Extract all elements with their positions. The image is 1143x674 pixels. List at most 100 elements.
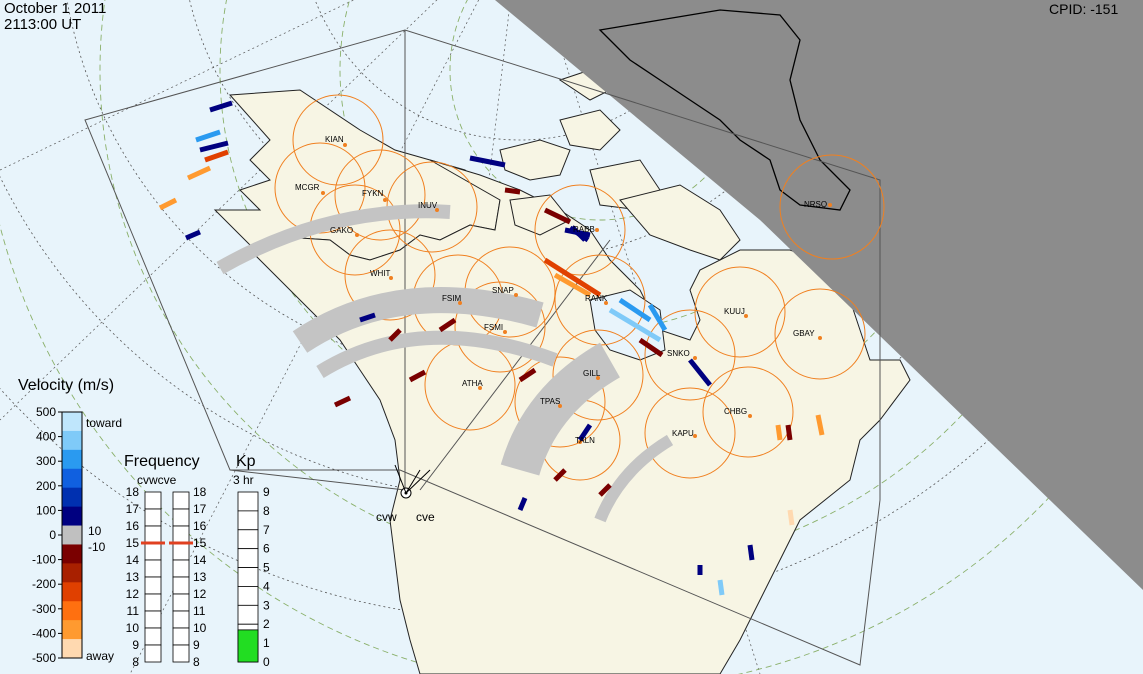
- velocity-color-segment: [62, 468, 82, 489]
- velocity-tick-label: 500: [36, 405, 56, 419]
- velocity-tick-label: -100: [32, 553, 56, 567]
- ground-scatter: [216, 204, 674, 523]
- frequency-cell: [144, 525, 162, 544]
- frequency-cell: [144, 576, 162, 595]
- velocity-tick-label: 200: [36, 479, 56, 493]
- velocity-color-segment: [62, 525, 82, 545]
- frequency-tick-right: 18: [193, 485, 207, 499]
- frequency-cell: [172, 593, 190, 612]
- away-label: away: [86, 649, 114, 663]
- velocity-tick-label: 100: [36, 503, 56, 517]
- velocity-tick-label: 0: [49, 528, 56, 542]
- station-fsim: FSIM: [442, 294, 461, 303]
- frequency-tick-left: 17: [126, 502, 140, 516]
- date-label: October 1 2011: [4, 0, 107, 17]
- station-rank: RANK: [585, 294, 608, 303]
- frequency-tick-right: 15: [193, 536, 207, 550]
- station-labels: KIAN MCGR FYKN INUV GAKO WHIT FSIM SNAP …: [295, 135, 827, 445]
- frequency-cell: [144, 644, 162, 663]
- greenland: [598, 9, 851, 211]
- kp-tick-label: 6: [263, 542, 270, 556]
- frequency-tick-left: 16: [126, 519, 140, 533]
- velocity-color-segment: [62, 506, 82, 527]
- cpid-label: CPID: -151: [1049, 1, 1119, 17]
- frequency-tick-right: 12: [193, 587, 207, 601]
- frequency-cell: [172, 491, 190, 510]
- kp-cell: [237, 567, 259, 587]
- station-rabb: RABB: [573, 225, 595, 234]
- station-tpas: TPAS: [540, 397, 560, 406]
- station-taln: TALN: [575, 436, 595, 445]
- frequency-tick-left: 15: [126, 536, 140, 550]
- velocity-tick-label: 300: [36, 454, 56, 468]
- station-gill: GILL: [583, 369, 601, 378]
- station-snap: SNAP: [492, 286, 514, 295]
- radar-label-cve: cve: [416, 510, 435, 524]
- frequency-tick-left: 9: [132, 638, 139, 652]
- kp-tick-label: 5: [263, 561, 270, 575]
- kp-tick-label: 7: [263, 523, 270, 537]
- frequency-cell: [172, 559, 190, 578]
- kp-cell: [237, 491, 259, 512]
- velocity-tick-label: -300: [32, 602, 56, 616]
- kp-cell: [237, 529, 259, 550]
- toward-label: toward: [86, 416, 122, 430]
- night-region: [495, 0, 1143, 590]
- velocity-vectors: [158, 100, 825, 596]
- velocity-color-segment: [62, 544, 82, 564]
- kp-tick-label: 2: [263, 617, 270, 631]
- velocity-title: Velocity (m/s): [18, 377, 114, 394]
- frequency-cell: [144, 593, 162, 612]
- time-label: 2113:00 UT: [4, 16, 82, 33]
- frequency-tick-right: 11: [193, 604, 206, 618]
- velocity-color-segment: [62, 639, 82, 659]
- velocity-color-segment: [62, 487, 82, 508]
- kp-cell: [237, 586, 259, 606]
- kp-tick-label: 0: [263, 655, 270, 669]
- frequency-gauges: 18 18 17 17 16 16 15 15 14 14 13 13 12 12 11 11 10 10 9 9 8 8: [126, 485, 207, 669]
- frequency-tick-left: 10: [126, 621, 140, 635]
- frequency-tick-right: 8: [193, 655, 200, 669]
- velocity-color-segment: [62, 582, 82, 602]
- velocity-tick-label: -500: [32, 651, 56, 665]
- frequency-cell: [144, 610, 162, 629]
- velocity-color-segment: [62, 620, 82, 640]
- frequency-cell: [144, 627, 162, 646]
- frequency-subtitle: cvwcve: [137, 473, 177, 487]
- frequency-cell: [144, 542, 162, 561]
- frequency-cell: [172, 644, 190, 663]
- frequency-cell: [172, 525, 190, 544]
- frequency-title: Frequency: [124, 453, 200, 470]
- station-fykn: FYKN: [362, 189, 384, 198]
- velocity-tick-label: 400: [36, 430, 56, 444]
- kp-subtitle: 3 hr: [233, 473, 254, 487]
- kp-title: Kp: [236, 453, 256, 470]
- velocity-ticks: 500 400 300 200 100 0 -100 -200 -300 -400 -500: [32, 405, 62, 665]
- kp-cell: [237, 510, 259, 531]
- kp-gauge: 9 8 7 6 5 4 3 2 1 0: [237, 485, 270, 669]
- velocity-color-segment: [62, 430, 82, 451]
- station-kapu: KAPU: [672, 429, 694, 438]
- frequency-tick-left: 13: [126, 570, 140, 584]
- station-kian: KIAN: [325, 135, 344, 144]
- kp-tick-label: 8: [263, 504, 270, 518]
- kp-level-fill: [237, 629, 259, 663]
- frequency-cell: [144, 508, 162, 527]
- kp-tick-label: 1: [263, 636, 270, 650]
- frequency-tick-right: 10: [193, 621, 207, 635]
- station-whit: WHIT: [370, 269, 391, 278]
- velocity-color-segment: [62, 449, 82, 470]
- velocity-colorbar: [61, 411, 83, 659]
- station-chbg: CHBG: [724, 407, 747, 416]
- frequency-tick-right: 16: [193, 519, 207, 533]
- station-inuv: INUV: [418, 201, 438, 210]
- station-kuuj: KUUJ: [724, 307, 745, 316]
- radar-site: [394, 464, 431, 499]
- station-markers: [321, 143, 832, 444]
- station-gako: GAKO: [330, 226, 353, 235]
- frequency-cell: [144, 491, 162, 510]
- frequency-tick-right: 17: [193, 502, 207, 516]
- frequency-cell: [172, 610, 190, 629]
- frequency-tick-left: 18: [126, 485, 140, 499]
